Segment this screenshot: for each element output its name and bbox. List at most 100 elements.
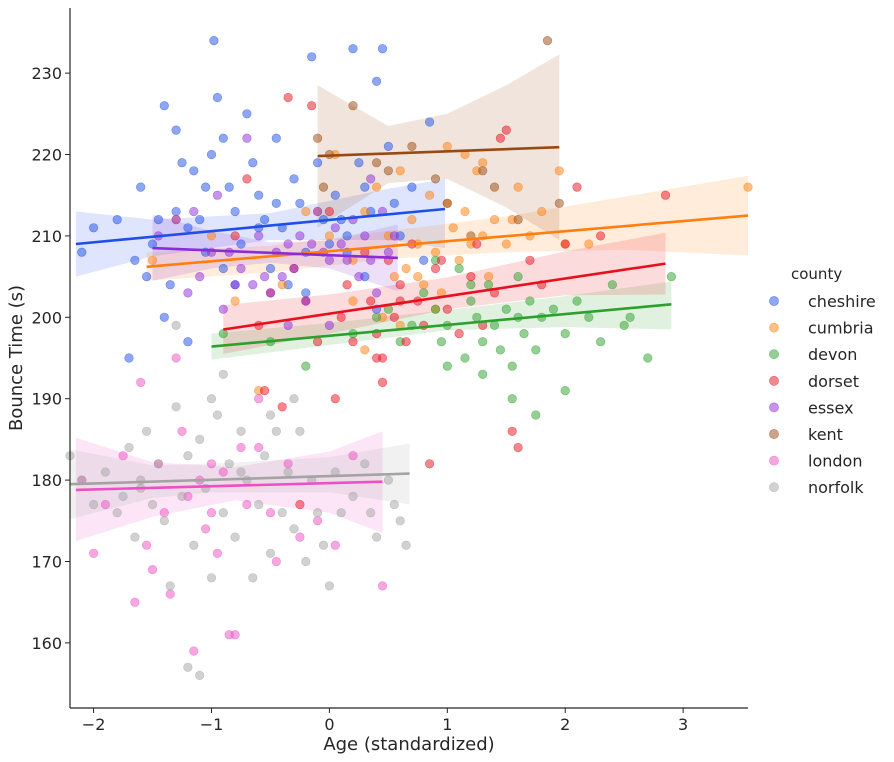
regression-line-dorset bbox=[223, 262, 666, 331]
point-dorset bbox=[595, 231, 606, 241]
point-essex bbox=[171, 215, 181, 225]
point-essex bbox=[283, 320, 293, 331]
point-essex bbox=[254, 231, 264, 241]
point-london bbox=[271, 556, 281, 567]
point-norfolk bbox=[230, 532, 240, 542]
point-london bbox=[254, 394, 264, 404]
point-cheshire bbox=[377, 44, 388, 54]
point-cheshire bbox=[265, 263, 276, 274]
point-devon bbox=[525, 296, 535, 306]
point-dorset bbox=[230, 231, 240, 241]
point-norfolk bbox=[183, 662, 193, 672]
point-dorset bbox=[366, 296, 376, 306]
point-essex bbox=[289, 263, 299, 274]
point-devon bbox=[372, 312, 382, 322]
point-cumbria bbox=[419, 280, 429, 290]
point-london bbox=[130, 597, 140, 607]
point-london bbox=[377, 581, 388, 591]
point-cumbria bbox=[537, 206, 547, 217]
point-london bbox=[159, 508, 169, 518]
legend-label-cumbria: cumbria bbox=[808, 319, 874, 338]
point-norfolk bbox=[159, 516, 169, 526]
point-cheshire bbox=[254, 190, 264, 200]
legend-label-kent: kent bbox=[808, 425, 843, 444]
point-cumbria bbox=[454, 255, 464, 265]
legend-label-london: london bbox=[808, 452, 862, 471]
point-cheshire bbox=[195, 215, 205, 225]
point-london bbox=[88, 548, 99, 558]
point-devon bbox=[419, 288, 429, 298]
point-dorset bbox=[277, 402, 287, 412]
point-devon bbox=[625, 312, 635, 322]
point-cumbria bbox=[513, 182, 523, 192]
point-london bbox=[100, 499, 110, 510]
point-cumbria bbox=[230, 296, 240, 306]
point-essex bbox=[242, 133, 252, 143]
point-essex bbox=[366, 174, 376, 184]
point-essex bbox=[277, 272, 287, 282]
point-kent bbox=[383, 166, 394, 176]
point-cheshire bbox=[407, 182, 417, 192]
point-norfolk bbox=[289, 394, 299, 404]
point-norfolk bbox=[277, 508, 287, 518]
point-essex bbox=[330, 223, 340, 233]
point-norfolk bbox=[112, 508, 122, 518]
point-norfolk bbox=[165, 581, 175, 591]
regression-line-kent bbox=[317, 145, 560, 158]
point-dorset bbox=[442, 304, 452, 314]
point-norfolk bbox=[124, 442, 134, 453]
point-cheshire bbox=[230, 206, 240, 217]
confidence-bands bbox=[70, 54, 749, 542]
point-kent bbox=[489, 182, 500, 192]
point-cheshire bbox=[383, 141, 394, 151]
point-essex bbox=[265, 288, 276, 298]
point-norfolk bbox=[301, 556, 311, 567]
point-dorset bbox=[501, 125, 511, 135]
legend-label-dorset: dorset bbox=[808, 372, 859, 391]
point-cumbria bbox=[407, 215, 417, 225]
point-cheshire bbox=[236, 239, 246, 249]
point-cheshire bbox=[360, 182, 370, 192]
point-cheshire bbox=[324, 239, 335, 249]
point-norfolk bbox=[336, 508, 346, 518]
point-kent bbox=[318, 182, 329, 192]
point-kent bbox=[442, 198, 452, 208]
point-dorset bbox=[454, 329, 464, 339]
point-devon bbox=[478, 337, 488, 347]
point-norfolk bbox=[224, 459, 234, 469]
point-cumbria bbox=[584, 239, 594, 249]
point-dorset bbox=[348, 337, 358, 347]
point-kent bbox=[554, 198, 564, 208]
point-kent bbox=[478, 166, 488, 176]
confidence-band-kent bbox=[317, 54, 560, 241]
point-cheshire bbox=[289, 174, 299, 184]
point-dorset bbox=[377, 377, 388, 388]
confidence-band-norfolk bbox=[70, 443, 410, 520]
point-essex bbox=[212, 190, 222, 200]
confidence-band-devon bbox=[211, 281, 672, 360]
point-devon bbox=[495, 345, 506, 355]
point-kent bbox=[513, 215, 523, 225]
point-dorset bbox=[283, 92, 293, 103]
point-london bbox=[177, 426, 187, 436]
point-cumbria bbox=[442, 141, 452, 151]
point-dorset bbox=[395, 280, 405, 290]
point-norfolk bbox=[195, 434, 205, 445]
point-dorset bbox=[324, 206, 335, 217]
y-tick-label: 230 bbox=[31, 64, 62, 83]
point-essex bbox=[230, 280, 240, 290]
point-devon bbox=[507, 361, 517, 371]
point-norfolk bbox=[242, 475, 252, 485]
point-norfolk bbox=[283, 467, 293, 477]
point-essex bbox=[313, 206, 323, 217]
point-devon bbox=[643, 353, 653, 363]
point-dorset bbox=[507, 426, 517, 436]
point-cumbria bbox=[460, 206, 470, 217]
point-cumbria bbox=[743, 182, 753, 192]
regression-line-essex bbox=[152, 246, 398, 260]
point-cheshire bbox=[124, 353, 134, 363]
point-norfolk bbox=[313, 508, 323, 518]
point-cheshire bbox=[209, 35, 219, 46]
point-dorset bbox=[401, 337, 411, 347]
point-cumbria bbox=[360, 345, 370, 355]
